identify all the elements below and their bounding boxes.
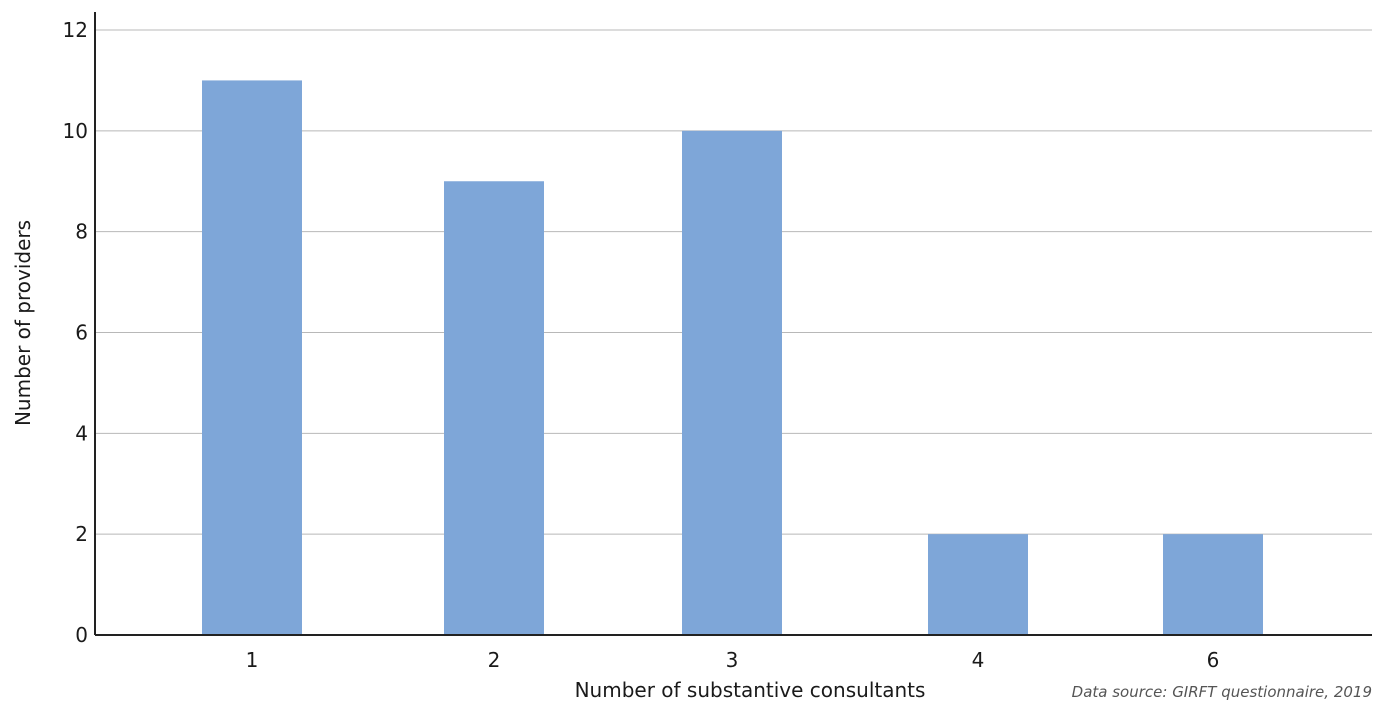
x-tick-label: 2 [488,648,501,672]
y-tick-label: 2 [75,522,88,546]
axes [94,12,1372,636]
y-tick-label: 6 [75,321,88,345]
x-axis-title: Number of substantive consultants [575,678,926,702]
y-tick-label: 12 [63,18,88,42]
bar-4 [928,534,1028,634]
x-tick-label: 6 [1207,648,1220,672]
x-tick-label: 1 [246,648,259,672]
y-tick-label: 8 [75,220,88,244]
x-tick-labels: 1 2 3 4 6 [246,648,1220,672]
y-tick-label: 4 [75,421,88,445]
bar-1 [202,80,302,634]
data-source-note: Data source: GIRFT questionnaire, 2019 [1072,683,1372,701]
bar-6 [1163,534,1263,634]
y-tick-label: 10 [63,119,88,143]
bars [202,80,1263,635]
bar-3 [682,130,782,635]
y-tick-labels: 0 2 4 6 8 10 12 [63,18,88,647]
x-tick-label: 4 [972,648,985,672]
y-tick-label: 0 [75,623,88,647]
x-tick-label: 3 [726,648,739,672]
bar-2 [444,181,544,634]
y-axis-title: Number of providers [11,220,35,426]
